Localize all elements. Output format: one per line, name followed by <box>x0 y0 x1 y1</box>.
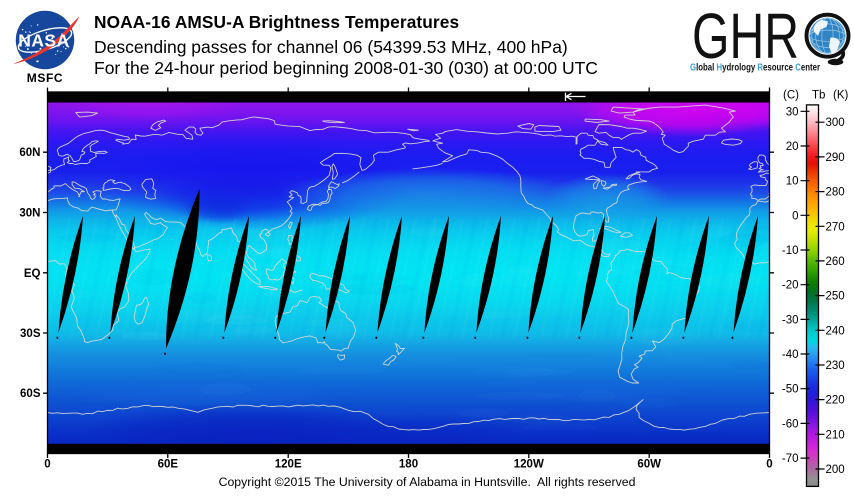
svg-text:EQ: EQ <box>24 268 41 280</box>
svg-text:(C): (C) <box>783 90 799 102</box>
svg-text:270: 270 <box>826 221 845 233</box>
svg-text:0: 0 <box>44 459 50 471</box>
svg-text:10: 10 <box>786 176 799 188</box>
svg-text:210: 210 <box>826 429 845 441</box>
svg-text:60E: 60E <box>158 459 179 471</box>
svg-text:60S: 60S <box>20 388 41 400</box>
svg-text:-70: -70 <box>782 453 799 465</box>
svg-text:0: 0 <box>792 210 798 222</box>
svg-text:-30: -30 <box>782 314 799 326</box>
svg-text:60N: 60N <box>19 147 40 159</box>
svg-text:30N: 30N <box>19 208 40 220</box>
svg-text:290: 290 <box>826 152 845 164</box>
svg-text:GHR: GHR <box>692 6 799 72</box>
svg-text:120W: 120W <box>514 459 544 471</box>
svg-text:-40: -40 <box>782 349 799 361</box>
svg-text:Global Hydrology Resource Cent: Global Hydrology Resource Center <box>690 63 820 74</box>
svg-text:(K): (K) <box>833 90 849 102</box>
svg-text:240: 240 <box>826 325 845 337</box>
svg-text:120E: 120E <box>275 459 302 471</box>
svg-text:0: 0 <box>766 459 772 471</box>
svg-text:260: 260 <box>826 256 845 268</box>
svg-text:-50: -50 <box>782 384 799 396</box>
svg-text:180: 180 <box>399 459 418 471</box>
svg-text:300: 300 <box>826 117 845 129</box>
svg-text:60W: 60W <box>637 459 661 471</box>
svg-text:30S: 30S <box>20 328 41 340</box>
svg-text:20: 20 <box>786 141 799 153</box>
svg-text:-60: -60 <box>782 418 799 430</box>
svg-text:200: 200 <box>826 464 845 476</box>
svg-text:-20: -20 <box>782 280 799 292</box>
svg-text:280: 280 <box>826 187 845 199</box>
svg-text:-10: -10 <box>782 245 799 257</box>
svg-text:230: 230 <box>826 360 845 372</box>
svg-text:Tb: Tb <box>812 90 825 102</box>
svg-text:250: 250 <box>826 291 845 303</box>
svg-text:NASA: NASA <box>18 30 69 50</box>
svg-text:30: 30 <box>786 106 799 118</box>
svg-text:220: 220 <box>826 395 845 407</box>
